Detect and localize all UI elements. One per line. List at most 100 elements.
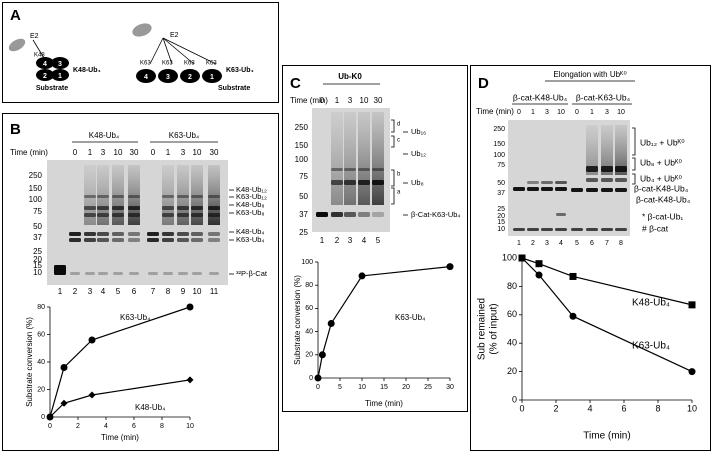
point <box>88 391 96 399</box>
band-label: ³²P-β-Cat <box>236 269 268 278</box>
time-label: 3 <box>101 148 106 157</box>
gel-band <box>97 206 109 210</box>
gel-smear <box>331 112 343 205</box>
gel-band <box>128 213 140 217</box>
label: β-cat-K63-Ub₄ <box>576 92 631 102</box>
gel-band <box>191 232 203 236</box>
gel-band <box>527 228 539 231</box>
gel-band <box>84 206 96 210</box>
gel-band <box>555 181 567 184</box>
gel-band <box>208 232 220 236</box>
point <box>46 413 54 421</box>
band-label: β-cat-K48-Ub₄ <box>634 183 689 193</box>
label: Time (min) <box>10 148 48 157</box>
time-label: 3 <box>348 96 353 105</box>
mw-marker: 20 <box>33 255 42 264</box>
mw-marker: 150 <box>493 141 505 148</box>
gel-band <box>177 232 189 236</box>
bracket <box>391 169 395 187</box>
band-label: K63-Ub₁₂ <box>236 192 267 201</box>
mw-marker: 10 <box>497 226 505 233</box>
lane-number: 8 <box>166 287 171 296</box>
arrow <box>149 37 164 65</box>
lane-number: 9 <box>181 287 186 296</box>
e2-label: E2 <box>170 32 179 39</box>
label: Ub-K0 <box>338 72 362 81</box>
x-tick-label: 4 <box>104 423 108 430</box>
gel-band <box>527 181 539 184</box>
mw-marker: 100 <box>29 195 43 204</box>
y-tick-label: 60 <box>305 305 313 312</box>
y-tick-label: 40 <box>37 359 45 366</box>
gel-band <box>615 228 627 231</box>
series-line <box>521 257 693 306</box>
x-tick-label: 10 <box>358 384 366 391</box>
time-label: 3 <box>181 148 186 157</box>
band-label: Ub₁₆ <box>411 127 426 136</box>
point <box>569 272 577 280</box>
x-tick-label: 30 <box>446 384 454 391</box>
lane-number: 3 <box>545 240 549 247</box>
series-label: K63-Ub₄ <box>120 313 150 322</box>
gel-band <box>601 166 613 172</box>
x-tick-label: 6 <box>132 423 136 430</box>
gel-band <box>586 228 598 231</box>
band-label: Ub₁₂ + Ubᴷ⁰ <box>640 137 685 147</box>
time-label: 10 <box>114 148 123 157</box>
gel-band <box>84 195 96 198</box>
mw-marker: 50 <box>299 192 308 201</box>
time-label: 3 <box>545 109 549 116</box>
gel-band <box>162 206 174 210</box>
y-tick-label: 60 <box>37 331 45 338</box>
gel-band <box>208 213 220 217</box>
gel-band <box>571 228 583 231</box>
gel-band <box>331 168 343 171</box>
ub-block <box>51 57 69 69</box>
gel-smear <box>344 112 356 205</box>
band-label: β-Cat-K63-Ub₄ <box>411 210 460 219</box>
lane-number: 3 <box>88 287 93 296</box>
lane-number: 11 <box>210 287 219 296</box>
lane-number: 6 <box>132 287 137 296</box>
lane-number: 5 <box>116 287 121 296</box>
gel-band <box>112 232 124 236</box>
gel-band <box>147 232 159 236</box>
series-label: K48-Ub₄ <box>632 298 670 309</box>
gel-band <box>344 212 356 217</box>
arrow <box>162 37 173 65</box>
bracket <box>391 187 395 205</box>
y-tick-label: 0 <box>41 414 45 421</box>
gel-band <box>70 272 80 275</box>
x-tick-label: 6 <box>621 403 626 413</box>
gel-band <box>586 188 598 192</box>
band-label: Ub₁₂ <box>411 149 426 158</box>
gel-band <box>601 228 613 231</box>
gel-band <box>112 195 124 198</box>
point <box>314 374 322 382</box>
bracket <box>632 157 636 171</box>
label: K63 <box>206 61 217 67</box>
gel-band <box>191 213 203 217</box>
gel-band <box>601 178 613 182</box>
mw-marker: 150 <box>29 184 43 193</box>
label: c <box>397 138 400 144</box>
x-tick-label: 2 <box>553 403 558 413</box>
mw-marker: 75 <box>497 162 505 169</box>
panel-label: C <box>290 75 301 92</box>
time-label: 10 <box>360 96 369 105</box>
label: K63-Ub₄ <box>226 67 254 74</box>
x-tick-label: 4 <box>587 403 592 413</box>
mw-marker: 100 <box>493 152 505 159</box>
series-label: K48-Ub₄ <box>135 403 165 412</box>
ub-number: 2 <box>188 74 192 81</box>
y-tick-label: 0 <box>512 394 517 404</box>
gel-band <box>615 188 627 192</box>
label: Time (min) <box>476 107 514 116</box>
gel-band <box>615 178 627 182</box>
lane-number: 1 <box>320 236 325 245</box>
gel-band <box>541 228 553 231</box>
gel-band <box>191 206 203 210</box>
point <box>518 254 526 262</box>
gel-band <box>586 166 598 172</box>
gel-band <box>128 206 140 210</box>
